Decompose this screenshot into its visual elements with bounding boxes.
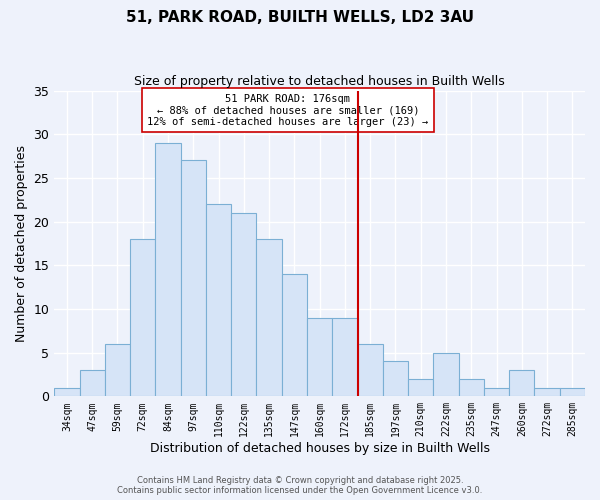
Bar xyxy=(80,370,105,396)
Bar xyxy=(130,239,155,396)
Bar xyxy=(458,379,484,396)
Bar xyxy=(256,239,282,396)
Bar xyxy=(155,143,181,397)
Bar xyxy=(535,388,560,396)
Bar xyxy=(433,352,458,397)
Title: Size of property relative to detached houses in Builth Wells: Size of property relative to detached ho… xyxy=(134,75,505,88)
Bar xyxy=(307,318,332,396)
Bar xyxy=(231,213,256,396)
Text: 51, PARK ROAD, BUILTH WELLS, LD2 3AU: 51, PARK ROAD, BUILTH WELLS, LD2 3AU xyxy=(126,10,474,25)
Bar xyxy=(282,274,307,396)
Bar xyxy=(509,370,535,396)
Bar xyxy=(332,318,358,396)
Bar xyxy=(105,344,130,397)
Bar xyxy=(181,160,206,396)
Bar xyxy=(358,344,383,397)
Text: 51 PARK ROAD: 176sqm
← 88% of detached houses are smaller (169)
12% of semi-deta: 51 PARK ROAD: 176sqm ← 88% of detached h… xyxy=(147,94,428,127)
Bar xyxy=(408,379,433,396)
Bar xyxy=(54,388,80,396)
Text: Contains HM Land Registry data © Crown copyright and database right 2025.
Contai: Contains HM Land Registry data © Crown c… xyxy=(118,476,482,495)
X-axis label: Distribution of detached houses by size in Builth Wells: Distribution of detached houses by size … xyxy=(149,442,490,455)
Bar xyxy=(383,362,408,396)
Bar xyxy=(484,388,509,396)
Y-axis label: Number of detached properties: Number of detached properties xyxy=(15,145,28,342)
Bar xyxy=(560,388,585,396)
Bar xyxy=(206,204,231,396)
